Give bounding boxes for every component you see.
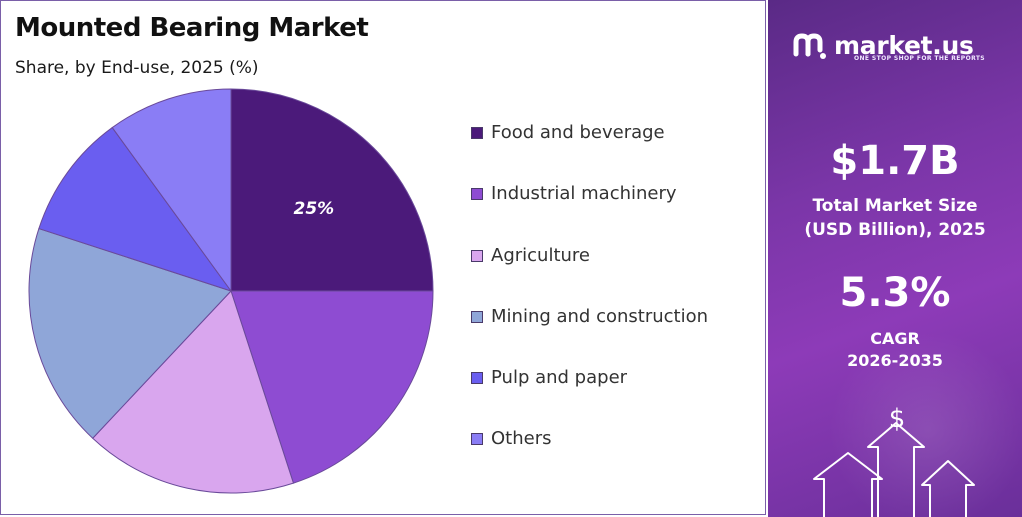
data-label-food-and-beverage: 25% bbox=[293, 199, 334, 219]
legend-item: Others bbox=[471, 426, 708, 487]
market-size-value: $1.7B bbox=[830, 138, 960, 184]
chart-panel: 25% Mounted Bearing Market Share, by End… bbox=[0, 0, 766, 515]
arrow-up-center-icon bbox=[867, 422, 925, 517]
brand-tagline: ONE STOP SHOP FOR THE REPORTS bbox=[854, 55, 986, 62]
legend-swatch bbox=[471, 310, 483, 323]
market-us-logo-icon bbox=[793, 33, 826, 59]
pie-slice-food-and-beverage bbox=[230, 88, 434, 292]
pie-slice-pulp-and-paper bbox=[38, 126, 233, 292]
brand-logo: market.us bbox=[792, 28, 974, 62]
cagr-value: 5.3% bbox=[839, 270, 951, 316]
legend-label: Industrial machinery bbox=[491, 183, 677, 205]
legend-item: Agriculture bbox=[471, 243, 708, 304]
legend-swatch bbox=[471, 127, 483, 139]
growth-arrows-icon: $ bbox=[813, 404, 975, 517]
legend-label: Food and beverage bbox=[491, 122, 665, 143]
arrow-up-right-icon bbox=[921, 460, 975, 517]
market-size-caption-line2: (USD Billion), 2025 bbox=[804, 220, 986, 240]
legend-label: Agriculture bbox=[491, 244, 590, 266]
pie-chart: 25% bbox=[28, 88, 434, 494]
legend-label: Mining and construction bbox=[491, 305, 709, 327]
pie-slice-industrial-machinery bbox=[230, 290, 434, 484]
chart-title: Mounted Bearing Market bbox=[15, 13, 369, 43]
arrow-up-left-icon bbox=[813, 452, 883, 517]
stats-sidebar: market.us ONE STOP SHOP FOR THE REPORTS … bbox=[768, 0, 1022, 517]
legend-swatch bbox=[471, 433, 483, 446]
pie-slice-others bbox=[111, 88, 232, 293]
legend-swatch bbox=[471, 372, 483, 385]
legend-item: Industrial machinery bbox=[471, 181, 708, 242]
pie-slice-agriculture bbox=[92, 290, 295, 494]
pie-slice-mining-and-construction bbox=[28, 227, 232, 439]
legend-item: Food and beverage bbox=[471, 120, 708, 181]
chart-subtitle: Share, by End-use, 2025 (%) bbox=[15, 58, 259, 78]
legend-swatch bbox=[471, 188, 483, 201]
legend-swatch bbox=[471, 249, 483, 262]
market-size-caption-line1: Total Market Size bbox=[812, 196, 978, 216]
cagr-caption-line2: 2026-2035 bbox=[847, 351, 943, 370]
legend-item: Pulp and paper bbox=[471, 365, 708, 426]
legend-label: Others bbox=[491, 428, 552, 450]
chart-legend: Food and beverage Industrial machinery Agr… bbox=[471, 120, 708, 488]
legend-item: Mining and construction bbox=[471, 304, 708, 365]
legend-label: Pulp and paper bbox=[491, 367, 628, 389]
cagr-caption-line1: CAGR bbox=[870, 329, 920, 348]
brand-name: market.us bbox=[834, 30, 974, 60]
